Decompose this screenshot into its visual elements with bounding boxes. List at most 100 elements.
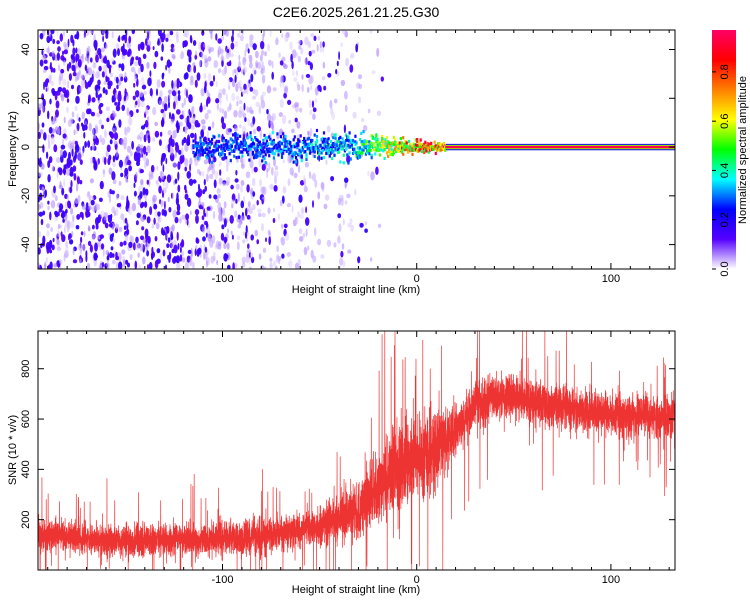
spectrogram-noise-cell [118, 261, 123, 269]
spectrogram-signal-cell [206, 144, 209, 148]
spectrogram-noise-cell [269, 121, 274, 126]
spectrogram-noise-cell [254, 89, 259, 97]
spectrogram-signal-cell [359, 155, 362, 159]
spectrogram-signal-cell [204, 148, 207, 152]
spectrogram-signal-cell [276, 146, 279, 150]
spectrogram-noise-cell [71, 230, 74, 237]
spectrogram-noise-cell [266, 109, 269, 115]
spectrogram-noise-cell [225, 127, 231, 136]
colorbar-label: Normalized spectral amplitude [737, 76, 749, 224]
spectrogram-signal-cell [222, 139, 225, 143]
spectrogram-noise-cell [188, 54, 192, 63]
spectrogram-noise-cell [38, 230, 42, 238]
spectrogram-signal-cell [333, 142, 336, 147]
spectrogram-signal-cell [352, 151, 355, 155]
spectrogram-noise-cell [172, 192, 175, 200]
spectrogram-noise-cell [274, 165, 279, 171]
spectrogram-signal-cell [272, 156, 275, 160]
spectrogram-noise-cell [63, 178, 66, 188]
spectrogram-noise-cell [146, 145, 151, 154]
spectrogram-signal-cell [294, 151, 298, 155]
spectrogram-signal-cell [335, 140, 338, 144]
spectrogram-noise-cell [345, 57, 349, 67]
spectrogram-noise-cell [259, 129, 263, 139]
spectrogram-signal-cell [397, 144, 400, 149]
spectrogram-noise-cell [261, 91, 266, 96]
spectrogram-noise-cell [236, 32, 241, 38]
spectrogram-noise-cell [279, 98, 284, 108]
spectrogram-noise-cell [208, 194, 212, 199]
spectrogram-signal-cell [439, 142, 442, 147]
spectrogram-signal-cell [283, 137, 286, 141]
spectrogram-noise-cell [291, 49, 297, 59]
spectrogram-signal-cell [197, 141, 200, 145]
spectrogram-noise-cell [250, 234, 254, 241]
spectrogram-signal-cell [282, 148, 285, 153]
spectrogram-noise-cell [217, 202, 222, 210]
spectrogram-signal-cell [370, 141, 373, 146]
spectrogram-noise-cell [303, 246, 308, 256]
spectrogram-noise-cell [210, 31, 213, 40]
spectrogram-noise-cell [340, 42, 343, 48]
spectrogram-signal-cell [304, 150, 307, 154]
spectrogram-y-tick-label: 20 [20, 92, 32, 104]
spectrogram-noise-cell [243, 195, 246, 203]
spectrogram-signal-cell [382, 139, 385, 144]
spectrogram-noise-cell [59, 266, 62, 269]
spectrogram-noise-cell [282, 114, 287, 125]
spectrogram-noise-cell [167, 147, 171, 153]
spectrogram-noise-cell [309, 74, 314, 84]
spectrogram-noise-cell [96, 84, 101, 92]
spectrogram-signal-cell [364, 143, 367, 147]
spectrogram-noise-cell [59, 33, 63, 42]
spectrogram-noise-cell [200, 88, 205, 97]
spectrogram-noise-cell [121, 104, 125, 112]
spectrogram-noise-cell [72, 72, 77, 77]
spectrogram-noise-cell [322, 41, 325, 48]
spectrogram-signal-cell [402, 152, 405, 156]
spectrogram-noise-cell [340, 79, 346, 87]
spectrogram-noise-cell [282, 81, 284, 89]
spectrogram-signal-cell [227, 145, 230, 149]
spectrogram-signal-cell [251, 138, 254, 143]
spectrogram-noise-cell [159, 252, 163, 260]
spectrogram-noise-cell [216, 188, 221, 194]
spectrogram-noise-cell [250, 252, 254, 258]
spectrogram-noise-cell [235, 67, 238, 77]
spectrogram-signal-cell [414, 143, 418, 147]
spectrogram-noise-cell [179, 53, 183, 60]
spectrogram-noise-cell [218, 177, 223, 185]
spectrogram-signal-cell [211, 137, 214, 142]
spectrogram-noise-cell [123, 136, 128, 146]
spectrogram-noise-cell [298, 44, 302, 50]
spectrogram-noise-cell [63, 116, 66, 124]
spectrogram-noise-cell [173, 94, 178, 104]
spectrogram-noise-cell [201, 215, 205, 221]
spectrogram-noise-cell [269, 257, 273, 262]
spectrogram-signal-cell [264, 161, 267, 165]
spectrogram-signal-cell [378, 147, 381, 151]
spectrogram-noise-cell [258, 105, 262, 115]
spectrogram-noise-cell [363, 125, 368, 132]
spectrogram-noise-cell [115, 251, 118, 259]
spectrogram-signal-cell [244, 143, 247, 148]
spectrogram-signal-cell [215, 148, 218, 152]
spectrogram-noise-cell [133, 61, 139, 67]
spectrogram-noise-cell [136, 212, 141, 219]
spectrogram-noise-cell [101, 137, 106, 146]
spectrogram-noise-cell [76, 113, 79, 121]
spectrogram-noise-cell [300, 47, 304, 55]
spectrogram-noise-cell [236, 235, 241, 241]
spectrogram-noise-cell [272, 87, 277, 92]
spectrogram-signal-cell [416, 139, 419, 143]
spectrogram-noise-cell [291, 205, 294, 213]
spectrogram-signal-cell [197, 156, 200, 160]
spectrogram-noise-cell [188, 178, 194, 186]
spectrogram-noise-cell [62, 87, 67, 94]
spectrogram-signal-cell [251, 150, 254, 154]
spectrogram-noise-cell [43, 81, 45, 91]
spectrogram-noise-cell [56, 238, 60, 246]
spectrogram-signal-cell [389, 143, 392, 147]
spectrogram-signal-cell [293, 153, 296, 157]
spectrogram-noise-cell [86, 108, 91, 115]
